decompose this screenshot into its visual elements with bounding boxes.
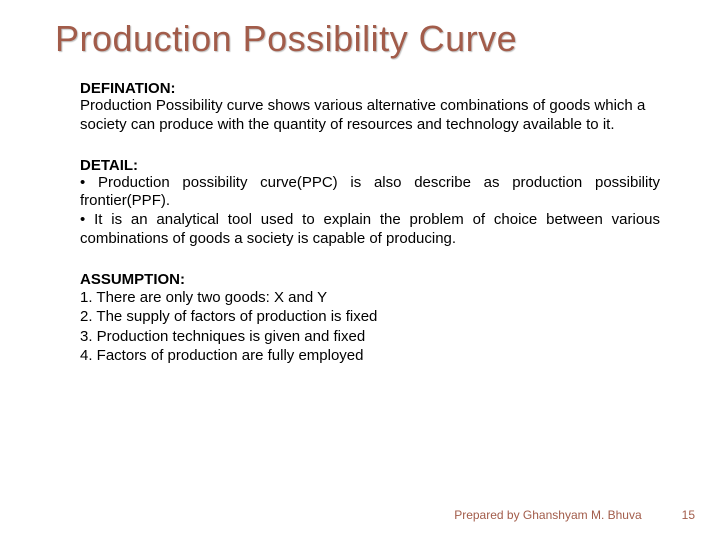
assumption-section: ASSUMPTION: 1. There are only two goods:… [80,271,660,366]
definition-section: DEFINATION: Production Possibility curve… [80,80,660,135]
content-area: DEFINATION: Production Possibility curve… [60,80,670,366]
slide-container: Production Possibility Curve DEFINATION:… [0,0,720,540]
footer-author: Prepared by Ghanshyam M. Bhuva [454,508,641,522]
detail-bullet-2: • It is an analytical tool used to expla… [80,211,660,249]
definition-heading: DEFINATION: [80,80,660,97]
assumption-item-3: 3. Production techniques is given and fi… [80,327,660,347]
assumption-item-4: 4. Factors of production are fully emplo… [80,346,660,366]
footer-page-number: 15 [682,508,695,522]
slide-footer: Prepared by Ghanshyam M. Bhuva 15 [0,508,720,522]
definition-text: Production Possibility curve shows vario… [80,97,660,135]
detail-bullet-1: • Production possibility curve(PPC) is a… [80,174,660,212]
assumption-item-1: 1. There are only two goods: X and Y [80,288,660,308]
assumption-item-2: 2. The supply of factors of production i… [80,307,660,327]
assumption-heading: ASSUMPTION: [80,271,660,288]
slide-title: Production Possibility Curve [55,18,670,60]
assumption-list: 1. There are only two goods: X and Y 2. … [80,288,660,366]
detail-section: DETAIL: • Production possibility curve(P… [80,157,660,249]
detail-heading: DETAIL: [80,157,660,174]
